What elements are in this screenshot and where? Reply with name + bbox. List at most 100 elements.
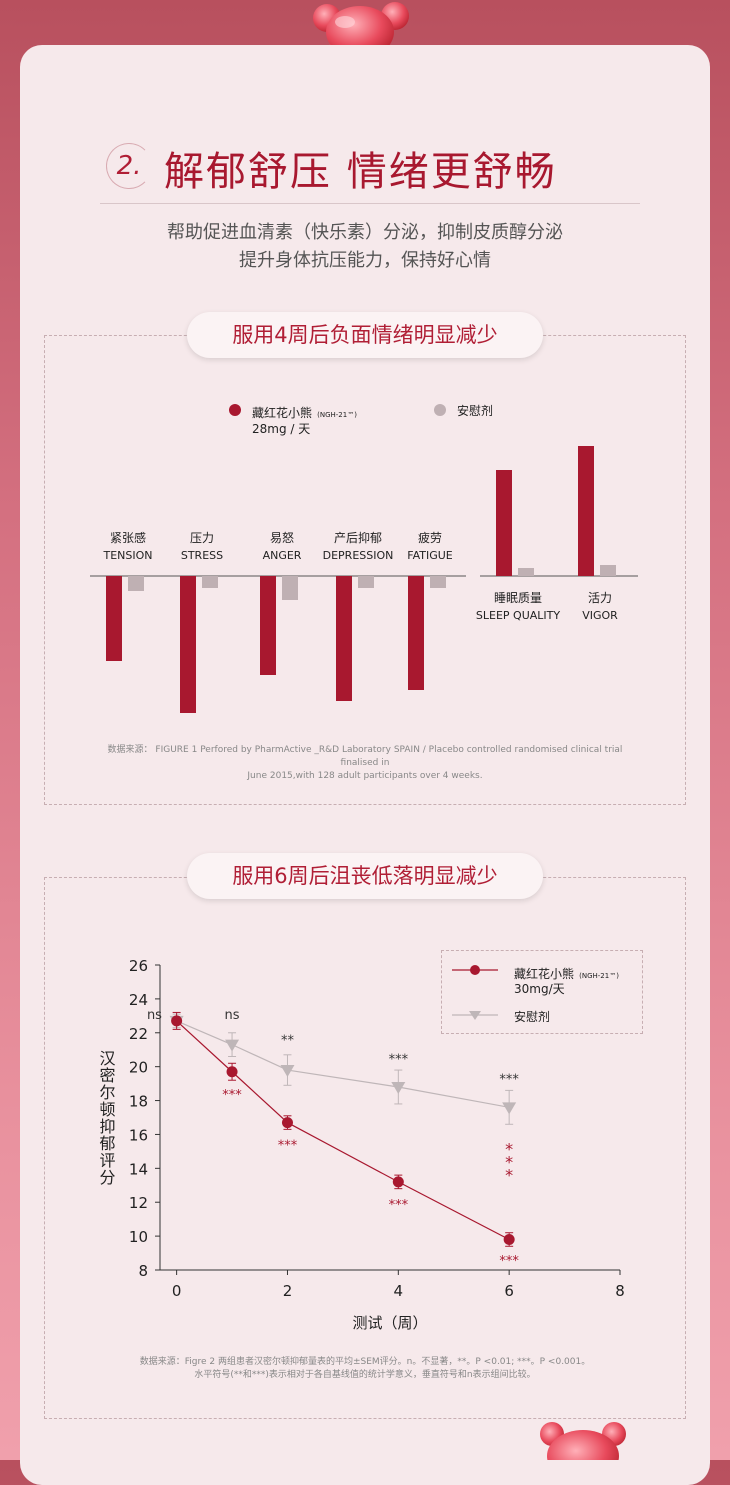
data-point-treatment [281,1117,293,1129]
bar-label-en: SLEEP QUALITY [476,609,560,622]
significance-label: *** [499,1073,519,1088]
significance-vertical-star: * [505,1139,513,1158]
data-point-treatment [171,1015,183,1027]
line-legend-treatment-code: (NGH-21™) [579,972,619,980]
y-tick-label: 20 [129,1059,148,1077]
x-tick-label: 0 [172,1282,182,1300]
significance-label: *** [278,1139,298,1154]
legend-placebo-label: 安慰剂 [457,404,494,418]
section-header: 2. 解郁舒压 情绪更舒畅 [100,135,640,204]
x-tick-label: 6 [504,1282,514,1300]
bar-treatment [260,576,276,675]
data-point-placebo [391,1082,406,1094]
data-point-placebo [225,1039,240,1052]
data-point-treatment [392,1176,404,1188]
legend-treatment-dose: 28mg / 天 [252,422,311,436]
y-tick-label: 14 [129,1160,148,1178]
bar-chart-negative-emotions: 紧张感 TENSION 压力 STRESS 易怒 ANGER 产后抑郁 DEPRESSION 疲… [90,446,638,713]
series-line [176,1020,510,1241]
section-number: 2. [106,143,152,189]
line-chart-legend-box [441,950,643,1034]
line-legend-treatment-dose: 30mg/天 [514,982,565,996]
bar-placebo [518,568,534,576]
legend-placebo-triangle [469,1011,481,1020]
legend-placebo-marker [434,404,446,416]
bar-label-zh: 易怒 [270,530,294,545]
bar-label-zh: 紧张感 [110,530,146,545]
bar-label-en: VIGOR [582,609,618,622]
significance-vertical-star: * [505,1152,513,1171]
bar-placebo [282,576,298,600]
y-tick-label: 8 [138,1262,148,1280]
y-axis-label: 汉密尔顿抑郁评分 [97,1050,116,1186]
significance-label: *** [222,1088,242,1103]
y-tick-label: 18 [129,1093,148,1111]
x-tick-label: 4 [394,1282,404,1300]
bar-treatment [106,576,122,661]
legend-treatment-marker [229,404,241,416]
section-title: 解郁舒压 情绪更舒畅 [164,149,557,195]
panel-1-heading: 服用4周后负面情绪明显减少 [187,312,543,358]
bar-treatment [180,576,196,713]
subtitle-line-2: 提升身体抗压能力，保持好心情 [239,250,491,271]
panel-2-source-line-1: 数据来源：Figre 2 两组患者汉密尔顿抑郁量表的平均±SEM评分。n。不显著… [139,1357,591,1367]
panel-1-source-line-2: June 2015,with 128 adult participants ov… [247,771,483,781]
legend-treatment-label: 藏红花小熊 [252,406,313,420]
y-tick-label: 10 [129,1228,148,1246]
significance-label: *** [499,1254,519,1269]
y-tick-label: 16 [129,1126,148,1144]
x-tick-label: 2 [283,1282,293,1300]
bar-label-en: DEPRESSION [323,549,394,562]
gummy-bear-bottom-image [540,1422,626,1460]
bar-label-en: TENSION [102,549,152,562]
panel-2-heading: 服用6周后沮丧低落明显减少 [187,853,543,899]
panel-1-source: 数据来源： FIGURE 1 Perfored by PharmActive _… [100,744,630,783]
line-legend-markers [452,965,498,1020]
panel-1-source-line-1: 数据来源： FIGURE 1 Perfored by PharmActive _… [107,745,623,768]
data-point-placebo [502,1102,517,1115]
legend-treatment-circle [470,965,480,975]
subtitle-line-1: 帮助促进血清素（快乐素）分泌，抑制皮质醇分泌 [167,222,563,243]
bar-label-zh: 疲劳 [418,530,442,545]
y-tick-label: 22 [129,1025,148,1043]
bar-placebo [600,565,616,576]
line-legend-treatment-label: 藏红花小熊 [514,967,575,981]
data-point-treatment [226,1066,238,1078]
bar-label-en: FATIGUE [407,549,453,562]
bar-placebo [358,576,374,588]
bar-label-zh: 活力 [588,591,612,605]
bar-treatment [496,470,512,576]
significance-vertical-star: * [505,1165,513,1184]
significance-label: *** [389,1052,409,1067]
y-tick-label: 24 [129,991,148,1009]
line-legend-placebo-label: 安慰剂 [514,1010,551,1024]
bar-label-zh: 睡眠质量 [494,591,542,605]
panel-2-source: 数据来源：Figre 2 两组患者汉密尔顿抑郁量表的平均±SEM评分。n。不显著… [100,1356,630,1382]
x-tick-label: 8 [615,1282,625,1300]
bar-placebo [202,576,218,588]
line-legend-treatment: 藏红花小熊 (NGH-21™) [514,963,619,982]
data-point-treatment [503,1234,515,1245]
significance-label: ns [147,1008,162,1023]
bar-placebo [430,576,446,588]
significance-label: ns [225,1008,240,1023]
data-point-placebo [280,1065,295,1078]
bar-label-en: STRESS [181,549,223,562]
significance-label: *** [389,1198,409,1213]
y-tick-label: 26 [129,957,148,975]
panel-2-source-line-2: 水平符号(**和***)表示相对于各自基线值的统计学意义，垂直符号和n表示组间比… [194,1370,536,1380]
bar-label-zh: 压力 [190,531,214,545]
y-tick-label: 12 [129,1194,148,1212]
x-axis-label: 测试（周） [352,1314,427,1332]
bar-treatment [408,576,424,690]
bar-label-en: ANGER [263,549,302,562]
bar-treatment [336,576,352,701]
bar-treatment [578,446,594,576]
content-card [20,45,710,1485]
legend-treatment: 藏红花小熊 (NGH-21™) [252,402,357,421]
legend-treatment-code: (NGH-21™) [317,411,357,419]
bar-label-zh: 产后抑郁 [334,530,382,545]
bar-placebo [128,576,144,591]
significance-label: ** [281,1034,295,1049]
